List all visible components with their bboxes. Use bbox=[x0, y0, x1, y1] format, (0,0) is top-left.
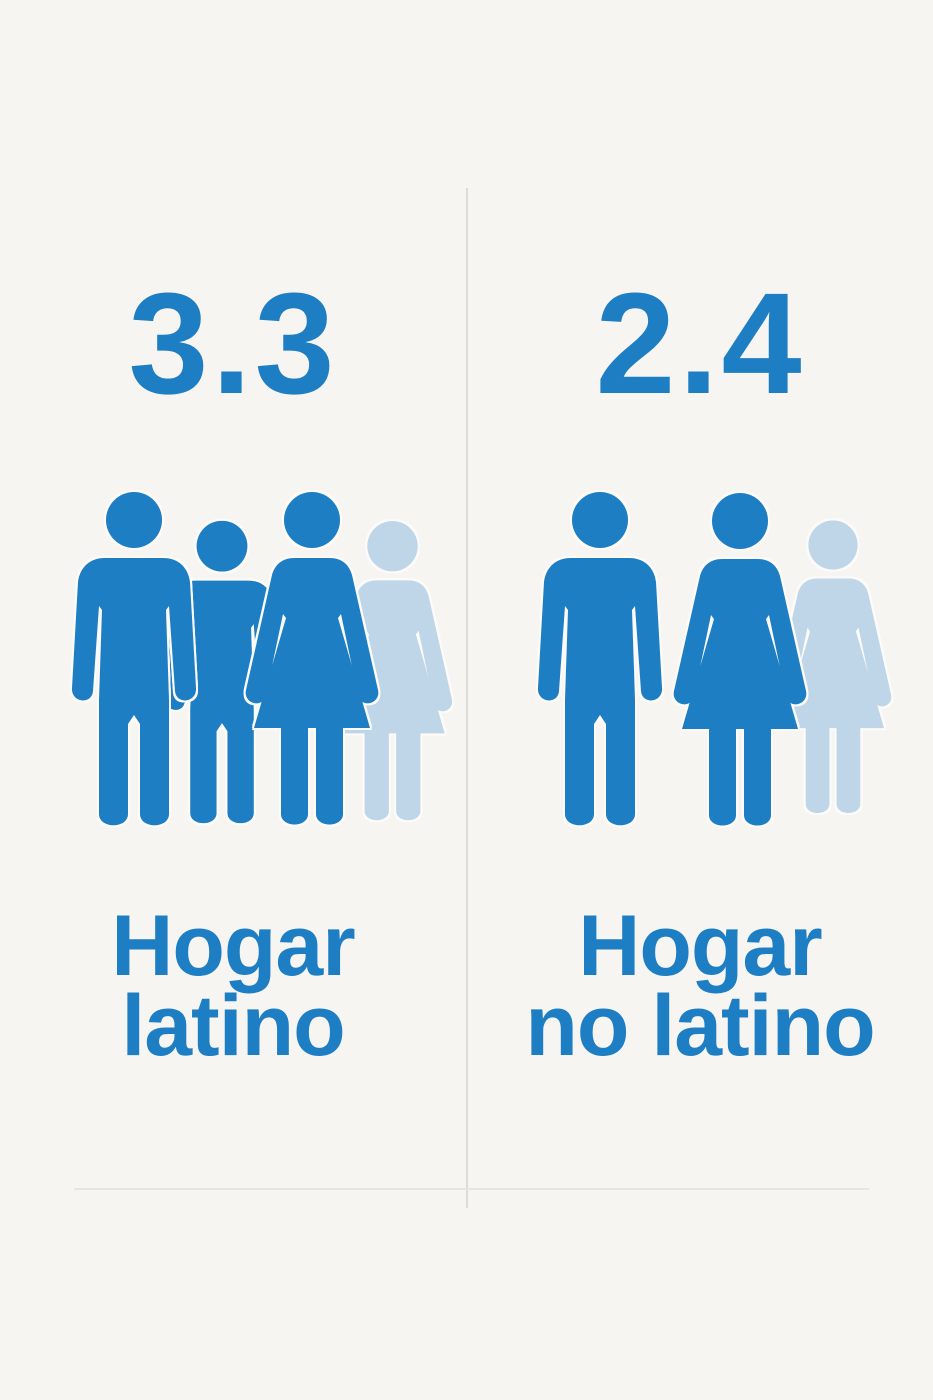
label-line: Hogar bbox=[111, 898, 355, 994]
person-man-icon bbox=[535, 492, 665, 832]
label-hogar-latino: Hogar latino bbox=[0, 903, 466, 1069]
value-latino: 3.3 bbox=[128, 263, 338, 424]
label-line: Hogar bbox=[578, 898, 822, 994]
label-hogar-no-latino: Hogar no latino bbox=[467, 903, 933, 1069]
label-line: latino bbox=[121, 978, 345, 1074]
person-man-icon bbox=[69, 492, 199, 832]
horizontal-rule bbox=[74, 1188, 869, 1190]
label-line: no latino bbox=[525, 978, 875, 1074]
person-woman-icon bbox=[237, 492, 387, 832]
vertical-divider bbox=[466, 188, 468, 1208]
value-no-latino: 2.4 bbox=[595, 263, 805, 424]
person-woman-icon bbox=[665, 493, 815, 833]
